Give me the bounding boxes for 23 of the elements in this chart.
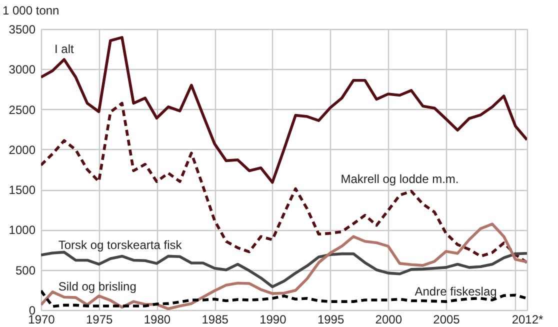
series-label: Makrell og lodde m.m. [340,172,459,186]
series-label: Torsk og torskearta fisk [58,238,183,252]
line-series [41,36,527,184]
series-label: Andre fiskeslag [414,284,497,299]
y-tick-label: 1500 [8,183,36,198]
line-series [41,102,527,264]
y-tick-label: 500 [15,263,36,278]
x-tick-label: 1980 [144,312,171,326]
x-tick-label: 2012* [512,312,544,326]
y-axis-title: 1 000 tonn [2,4,60,18]
x-tick-label: 2000 [375,312,402,326]
y-tick-label: 3500 [8,22,36,36]
series-label: I alt [54,42,74,56]
y-tick-label: 2500 [8,102,36,117]
series-label: Sild og brisling [58,280,136,294]
x-tick-label: 1995 [317,312,344,326]
y-tick-label: 3000 [8,62,36,77]
x-tick-label: 2005 [433,312,460,326]
y-tick-label: 2000 [8,142,36,157]
x-tick-label: 1990 [260,312,287,326]
x-tick-label: 1985 [202,312,229,326]
x-tick-label: 1975 [86,312,114,326]
y-tick-label: 1000 [8,223,36,238]
